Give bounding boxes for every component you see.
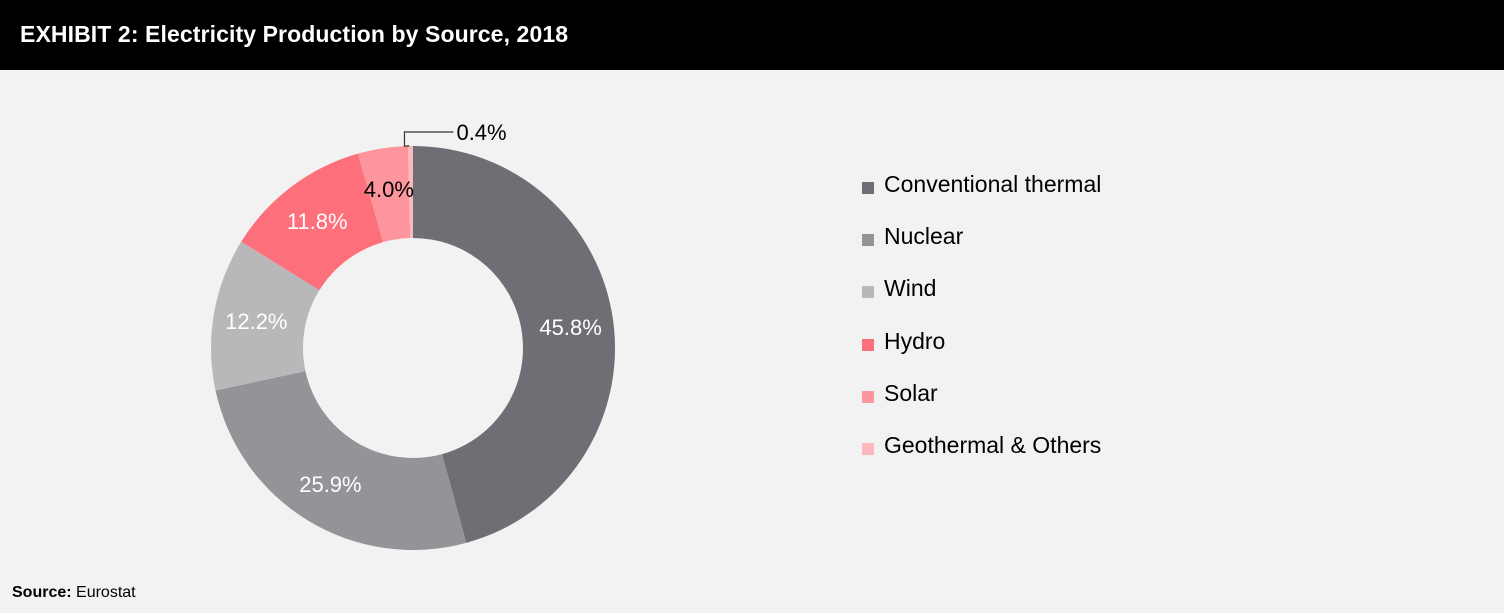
legend-swatch bbox=[862, 286, 874, 299]
legend-label: Solar bbox=[884, 379, 938, 406]
legend-label: Hydro bbox=[884, 327, 946, 354]
leader-line-geothermal-others bbox=[403, 131, 454, 147]
source-label: Source: bbox=[12, 584, 72, 601]
slice-wind bbox=[211, 241, 320, 391]
data-labels: 45.8% 25.9% 12.2% 11.8% 4.0% 0.4% bbox=[225, 120, 602, 497]
slice-nuclear bbox=[215, 371, 467, 550]
legend-label: Wind bbox=[884, 275, 937, 302]
data-label-wind: 12.2% bbox=[225, 309, 287, 334]
legend-label: Nuclear bbox=[884, 223, 964, 250]
data-label-hydro: 11.8% bbox=[287, 209, 348, 234]
data-label-solar: 4.0% bbox=[364, 177, 414, 202]
slice-conventional-thermal bbox=[413, 146, 615, 543]
chart-title: EXHIBIT 2: Electricity Production by Sou… bbox=[20, 21, 569, 47]
donut-chart: 45.8% 25.9% 12.2% 11.8% 4.0% 0.4% bbox=[211, 120, 615, 550]
data-label-conventional-thermal: 45.8% bbox=[539, 315, 601, 340]
legend-label: Geothermal & Others bbox=[884, 431, 1102, 458]
donut-slices bbox=[211, 146, 615, 550]
legend-swatch bbox=[862, 442, 874, 455]
slice-geothermal-others bbox=[407, 146, 413, 239]
leader-lines bbox=[403, 131, 454, 147]
exhibit-header: EXHIBIT 2: Electricity Production by Sou… bbox=[0, 0, 1504, 70]
data-label-geothermal-others: 0.4% bbox=[456, 120, 506, 145]
source-note: Source: Eurostat bbox=[12, 584, 136, 602]
data-label-nuclear: 25.9% bbox=[299, 472, 361, 497]
legend-swatch bbox=[862, 182, 874, 194]
slice-solar bbox=[357, 146, 411, 243]
legend-swatch bbox=[862, 338, 874, 351]
legend-swatch bbox=[862, 390, 874, 403]
source-text: Eurostat bbox=[76, 584, 136, 601]
slice-hydro bbox=[241, 153, 384, 291]
legend-label: Conventional thermal bbox=[884, 171, 1102, 197]
legend-swatch bbox=[862, 234, 874, 247]
